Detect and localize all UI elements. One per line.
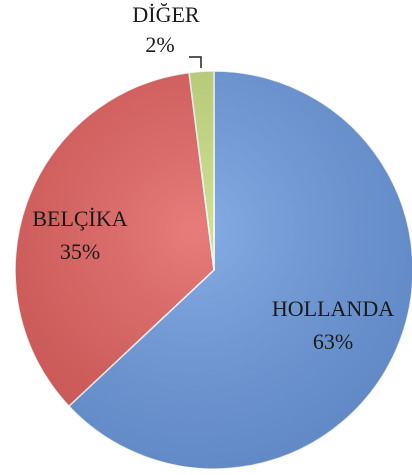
value-label: 35% (60, 239, 100, 264)
leader-line (189, 56, 202, 68)
value-label: 63% (313, 329, 353, 354)
category-label: DİĞER (132, 2, 200, 27)
category-label: BELÇİKA (32, 206, 127, 231)
category-label: HOLLANDA (272, 296, 394, 321)
value-label: 2% (145, 32, 174, 57)
